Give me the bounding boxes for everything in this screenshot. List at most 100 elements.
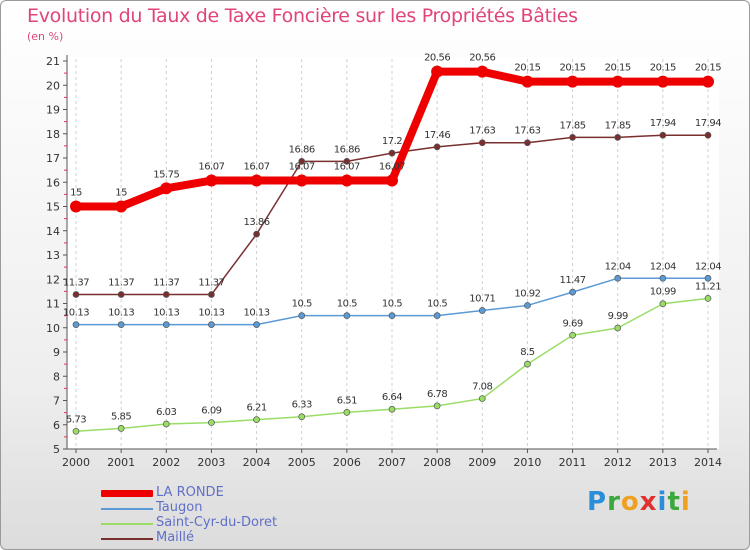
data-label-taugon: 12.04 <box>695 261 721 272</box>
data-point-saint-cyr-du-doret <box>614 324 622 332</box>
data-label-saint-cyr-du-doret: 5.85 <box>111 411 131 422</box>
data-label-la-ronde: 15 <box>70 188 82 199</box>
data-point-la-ronde <box>340 174 353 187</box>
data-point-maille <box>117 291 125 298</box>
logo-letter: i <box>680 487 691 517</box>
data-label-maille: 11.37 <box>198 278 224 289</box>
data-point-taugon <box>388 312 396 319</box>
y-tick-label: 15 <box>46 201 60 214</box>
legend-label-maille: Maillé <box>156 530 195 545</box>
data-label-maille: 17.46 <box>424 130 450 141</box>
y-unit-label: (en %) <box>27 30 64 43</box>
data-label-taugon: 10.5 <box>427 299 447 310</box>
data-point-la-ronde <box>160 182 173 195</box>
y-tick-label: 18 <box>46 128 60 141</box>
chart-title: Evolution du Taux de Taxe Foncière sur l… <box>27 5 578 27</box>
data-point-la-ronde <box>566 75 579 88</box>
data-point-maille <box>72 291 80 298</box>
data-label-taugon: 10.13 <box>108 308 134 319</box>
data-point-saint-cyr-du-doret <box>208 419 215 426</box>
data-point-saint-cyr-du-doret <box>298 413 306 421</box>
x-tick-label: 2004 <box>243 456 271 469</box>
x-tick-label: 2002 <box>152 456 180 469</box>
y-tick-label: 11 <box>46 298 60 311</box>
y-tick-label: 13 <box>46 249 60 262</box>
data-point-maille <box>162 291 170 298</box>
x-tick-label: 2001 <box>107 456 135 469</box>
data-point-la-ronde <box>702 75 714 88</box>
data-label-saint-cyr-du-doret: 5.73 <box>66 414 86 425</box>
data-label-maille: 11.37 <box>153 278 179 289</box>
data-point-saint-cyr-du-doret <box>659 300 667 308</box>
y-tick-label: 7 <box>53 395 60 408</box>
y-tick-label: 5 <box>53 443 60 456</box>
data-point-la-ronde <box>115 200 128 213</box>
data-point-la-ronde <box>431 65 444 78</box>
data-label-la-ronde: 20.15 <box>514 63 540 74</box>
y-tick-label: 16 <box>46 176 60 189</box>
data-point-taugon <box>117 321 125 328</box>
data-label-la-ronde: 20.56 <box>424 53 450 64</box>
data-label-taugon: 10.13 <box>244 308 270 319</box>
y-tick-label: 8 <box>53 370 60 383</box>
data-label-taugon: 10.13 <box>153 308 179 319</box>
data-label-taugon: 10.13 <box>198 308 224 319</box>
legend-swatch-taugon <box>101 508 153 510</box>
x-tick-label: 2007 <box>378 456 406 469</box>
x-tick-label: 2000 <box>62 456 90 469</box>
data-label-saint-cyr-du-doret: 6.51 <box>337 395 357 406</box>
data-label-saint-cyr-du-doret: 6.09 <box>201 406 221 417</box>
data-label-saint-cyr-du-doret: 11.21 <box>695 281 721 292</box>
data-label-taugon: 10.71 <box>469 294 495 305</box>
legend-label-la-ronde: LA RONDE <box>156 485 224 500</box>
data-label-la-ronde: 16.07 <box>334 162 360 173</box>
x-tick-label: 2014 <box>694 456 722 469</box>
data-point-la-ronde <box>205 174 218 187</box>
data-label-taugon: 12.04 <box>650 261 676 272</box>
data-label-saint-cyr-du-doret: 6.78 <box>427 389 447 400</box>
data-label-la-ronde: 20.15 <box>560 63 586 74</box>
y-tick-label: 21 <box>46 55 60 68</box>
data-point-taugon <box>659 274 667 282</box>
data-point-saint-cyr-du-doret <box>162 420 170 428</box>
data-point-taugon <box>208 321 215 328</box>
logo-letter: i <box>657 487 668 517</box>
y-tick-label: 20 <box>46 79 60 92</box>
data-point-maille <box>208 291 215 298</box>
x-tick-label: 2010 <box>513 456 541 469</box>
data-label-saint-cyr-du-doret: 6.21 <box>246 403 266 414</box>
data-point-maille <box>524 139 531 147</box>
data-point-maille <box>298 158 306 165</box>
logo-letter: t <box>667 487 681 517</box>
x-tick-label: 2013 <box>649 456 677 469</box>
logo-letter: o <box>620 487 640 517</box>
plot-area <box>67 57 719 449</box>
data-label-maille: 17.63 <box>514 126 540 137</box>
data-label-maille: 11.37 <box>63 278 89 289</box>
data-point-taugon <box>72 321 80 328</box>
data-point-maille <box>478 139 486 147</box>
logo-letter: r <box>607 487 621 517</box>
data-label-taugon: 10.92 <box>514 288 540 299</box>
data-point-la-ronde <box>476 65 489 78</box>
legend-swatch-la-ronde <box>101 490 153 497</box>
data-label-la-ronde: 15.75 <box>153 169 179 180</box>
y-tick-label: 14 <box>46 225 60 238</box>
x-tick-label: 2003 <box>197 456 225 469</box>
proxiti-logo: Proxiti <box>587 487 691 517</box>
x-tick-label: 2008 <box>423 456 451 469</box>
data-label-taugon: 10.5 <box>382 299 402 310</box>
data-label-la-ronde: 20.56 <box>469 53 495 64</box>
data-point-saint-cyr-du-doret <box>388 405 396 413</box>
data-label-saint-cyr-du-doret: 8.5 <box>520 347 535 358</box>
data-label-taugon: 10.13 <box>63 308 89 319</box>
data-point-la-ronde <box>70 200 82 213</box>
data-label-la-ronde: 20.15 <box>650 63 676 74</box>
data-label-maille: 17.94 <box>695 118 721 129</box>
y-tick-label: 10 <box>46 322 60 335</box>
data-label-saint-cyr-du-doret: 10.99 <box>650 287 676 298</box>
legend-label-taugon: Taugon <box>156 500 203 515</box>
data-point-saint-cyr-du-doret <box>343 409 351 416</box>
